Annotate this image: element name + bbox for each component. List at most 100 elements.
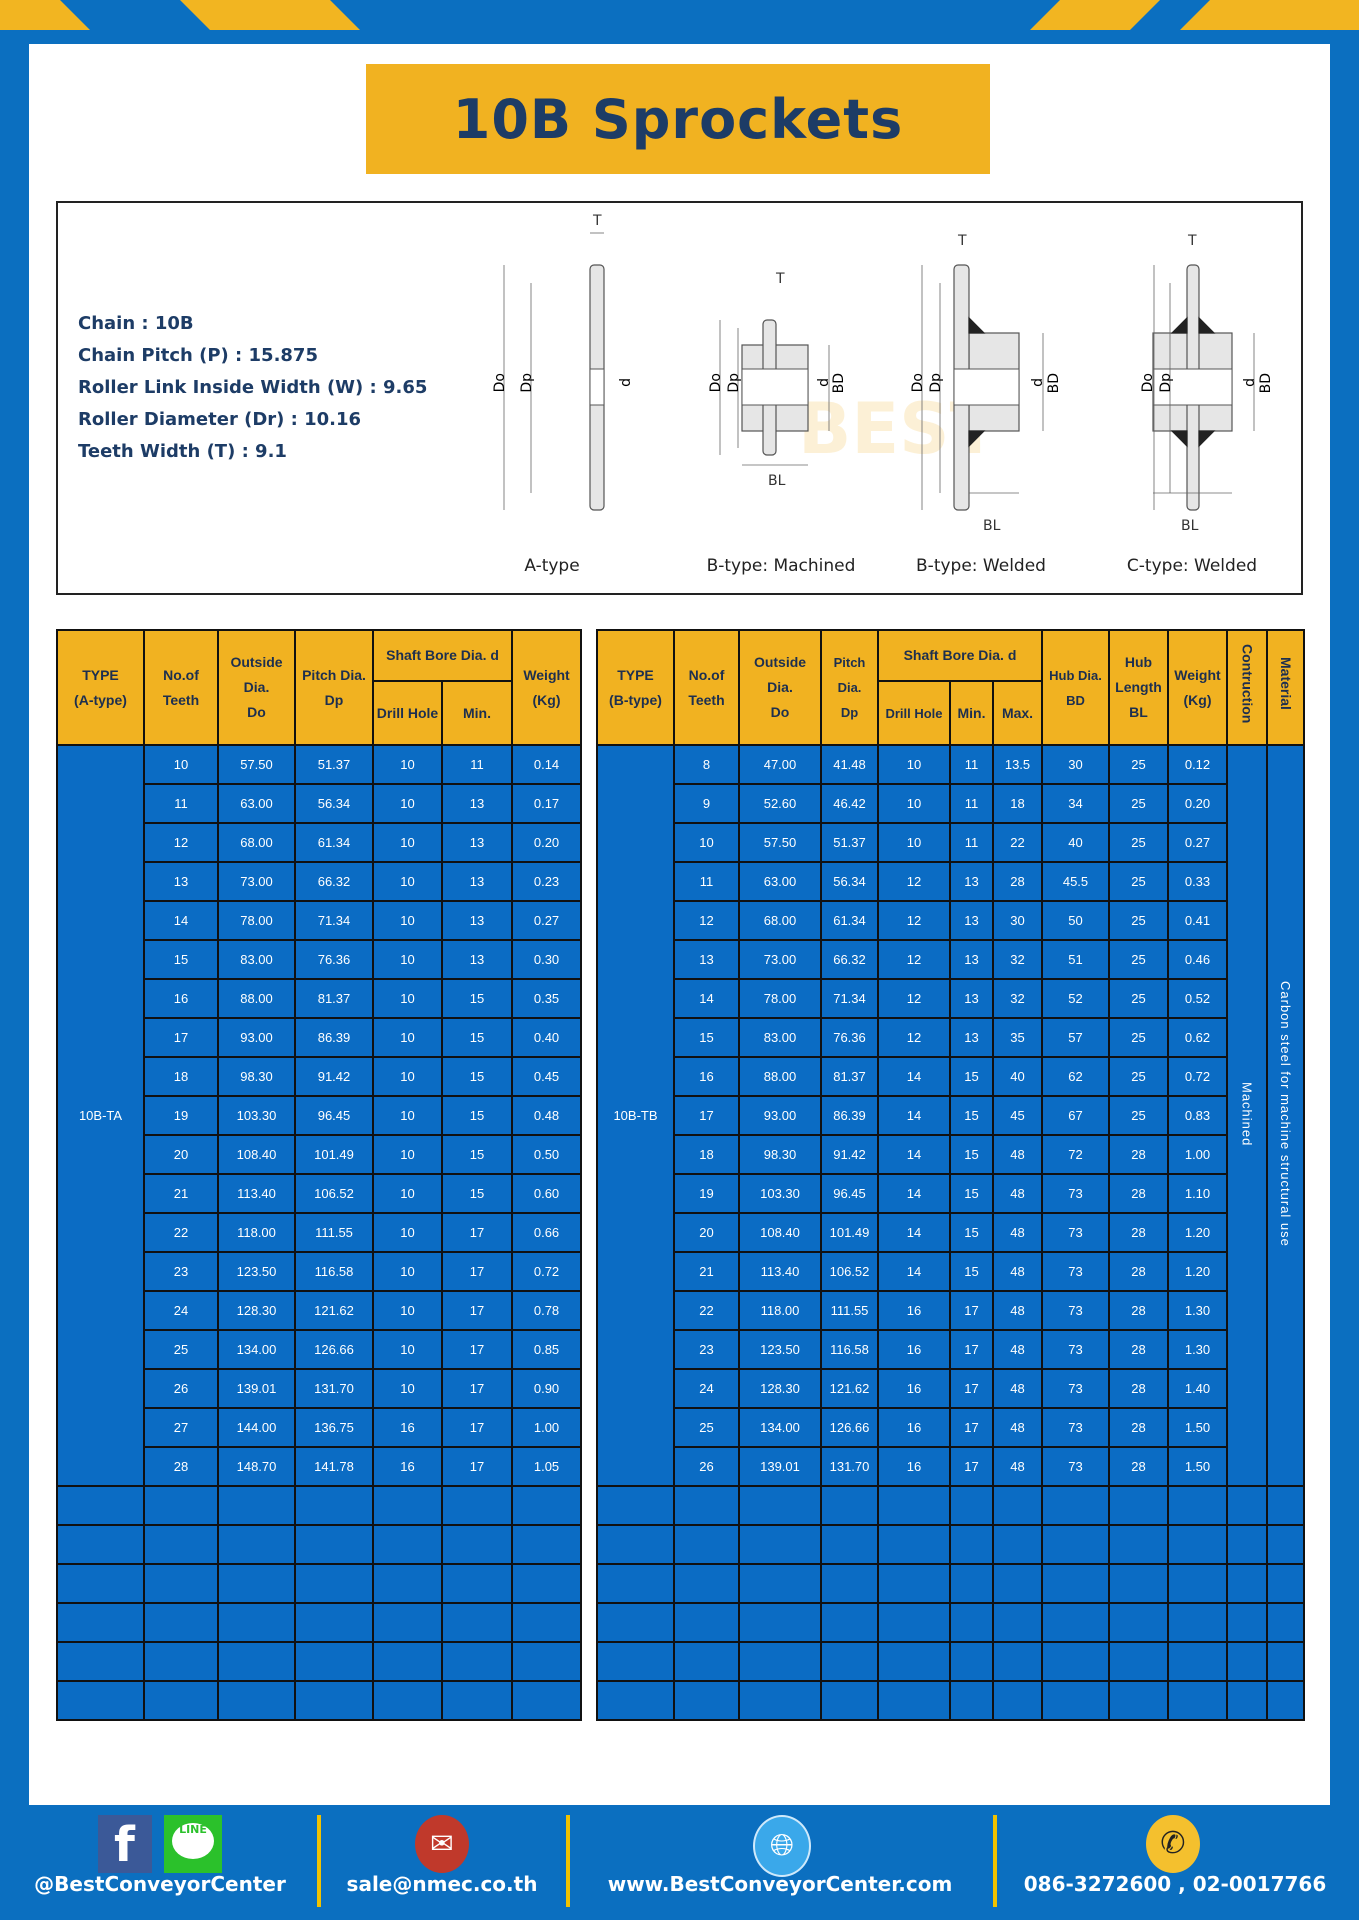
- empty-table-row: [56, 1602, 583, 1643]
- dim-label-bl: BL: [983, 518, 1001, 534]
- table-cell: 56.34: [820, 861, 879, 902]
- empty-cell: [1226, 1641, 1268, 1682]
- table-cell: 111.55: [294, 1212, 374, 1253]
- table-cell: 15: [440, 1173, 514, 1214]
- dim-label-bd: BD: [1258, 373, 1274, 394]
- table-cell: 28: [1108, 1134, 1169, 1175]
- phone-icon[interactable]: ✆: [1146, 1815, 1200, 1873]
- empty-cell: [1266, 1485, 1305, 1526]
- empty-cell: [294, 1680, 374, 1721]
- table-cell: 73: [1041, 1368, 1110, 1409]
- empty-cell: [1041, 1563, 1110, 1604]
- footer-divider: [317, 1815, 321, 1907]
- table-cell: 123.50: [217, 1251, 296, 1292]
- empty-cell: [217, 1680, 296, 1721]
- empty-cell: [143, 1563, 219, 1604]
- empty-cell: [56, 1563, 145, 1604]
- header-hub-length: Hub Length BL: [1108, 629, 1169, 746]
- table-cell: 0.60: [511, 1173, 583, 1214]
- table-cell: 83.00: [738, 1017, 822, 1058]
- email-link[interactable]: sale@nmec.co.th: [346, 1872, 538, 1896]
- table-cell: 11: [949, 783, 994, 824]
- table-cell: 28: [1108, 1329, 1169, 1370]
- table-cell: 78.00: [738, 978, 822, 1019]
- header-shaft-bore: Shaft Bore Dia. d: [371, 629, 514, 682]
- table-cell: 47.00: [738, 744, 822, 785]
- table-cell: 10: [372, 1095, 443, 1136]
- table-cell: 1.05: [511, 1446, 583, 1487]
- table-cell: 73.00: [738, 939, 822, 980]
- caption-b-welded: B-type: Welded: [916, 556, 1046, 576]
- table-cell: 1.50: [1167, 1407, 1228, 1448]
- empty-cell: [1108, 1524, 1169, 1565]
- table-cell: 91.42: [820, 1134, 879, 1175]
- globe-icon[interactable]: 🌐︎: [753, 1815, 811, 1877]
- table-cell: 28: [1108, 1368, 1169, 1409]
- table-cell: 26: [143, 1368, 219, 1409]
- table-cell: 16: [877, 1290, 951, 1331]
- table-cell: 15: [440, 1095, 514, 1136]
- empty-table-row: [56, 1485, 583, 1526]
- table-cell: 0.14: [511, 744, 583, 785]
- dim-label-t: T: [957, 233, 967, 249]
- header-hub-dia: Hub Dia. BD: [1041, 629, 1110, 746]
- table-row: 10B-TA 10 57.50 51.37 10 11 0.14: [56, 744, 583, 1487]
- table-cell: 48: [992, 1134, 1043, 1175]
- table-cell: 14: [673, 978, 740, 1019]
- table-cell: 11: [440, 744, 514, 785]
- website-link[interactable]: www.BestConveyorCenter.com: [607, 1872, 953, 1896]
- table-cell: 73: [1041, 1446, 1110, 1487]
- phone-numbers[interactable]: 086-3272600 , 02-0017766: [1023, 1872, 1327, 1896]
- table-cell: 73: [1041, 1329, 1110, 1370]
- line-icon[interactable]: LINE: [164, 1815, 222, 1873]
- empty-cell: [949, 1641, 994, 1682]
- table-cell: 32: [992, 978, 1043, 1019]
- table-cell: 12: [877, 861, 951, 902]
- table-cell: 10: [877, 744, 951, 785]
- table-cell: 21: [673, 1251, 740, 1292]
- empty-cell: [992, 1680, 1043, 1721]
- table-cell: 57.50: [738, 822, 822, 863]
- empty-cell: [1108, 1680, 1169, 1721]
- dim-label-bd: BD: [1046, 373, 1062, 394]
- top-stripe-decoration: [0, 0, 1359, 30]
- empty-cell: [596, 1641, 675, 1682]
- table-cell: 14: [877, 1095, 951, 1136]
- type-cell: 10B-TB: [596, 744, 675, 1487]
- dim-label-bd: BD: [831, 373, 847, 394]
- facebook-icon[interactable]: f: [98, 1815, 152, 1873]
- table-cell: 18: [992, 783, 1043, 824]
- empty-cell: [949, 1485, 994, 1526]
- empty-table-row: [596, 1485, 1305, 1526]
- empty-cell: [1266, 1680, 1305, 1721]
- empty-cell: [217, 1602, 296, 1643]
- empty-cell: [1266, 1524, 1305, 1565]
- table-row: 21 113.40 106.52 14 15 48 73 28 1.20: [597, 1251, 1304, 1292]
- table-cell: 1.20: [1167, 1251, 1228, 1292]
- table-cell: 61.34: [294, 822, 374, 863]
- table-cell: 123.50: [738, 1329, 822, 1370]
- email-icon[interactable]: ✉: [415, 1815, 469, 1873]
- table-cell: 0.46: [1167, 939, 1228, 980]
- empty-cell: [738, 1641, 822, 1682]
- footer-divider: [993, 1815, 997, 1907]
- table-cell: 11: [143, 783, 219, 824]
- empty-cell: [1041, 1602, 1110, 1643]
- table-cell: 73: [1041, 1290, 1110, 1331]
- table-row: 27 144.00 136.75 16 17 1.00: [57, 1407, 583, 1448]
- header-type: TYPE (B-type): [596, 629, 675, 746]
- empty-cell: [820, 1641, 879, 1682]
- dim-label-do: Do: [708, 373, 724, 393]
- empty-cell: [596, 1680, 675, 1721]
- empty-cell: [372, 1602, 443, 1643]
- empty-cell: [673, 1563, 740, 1604]
- social-handle-link[interactable]: @BestConveyorCenter: [34, 1872, 286, 1896]
- table-cell: 0.12: [1167, 744, 1228, 785]
- table-cell: 106.52: [820, 1251, 879, 1292]
- table-cell: 0.20: [1167, 783, 1228, 824]
- page-title-banner: 10B Sprockets: [366, 64, 990, 174]
- table-row: 13 73.00 66.32 12 13 32 51 25 0.46: [597, 939, 1304, 980]
- table-cell: 23: [673, 1329, 740, 1370]
- table-cell: 1.50: [1167, 1446, 1228, 1487]
- page-title: 10B Sprockets: [452, 87, 904, 151]
